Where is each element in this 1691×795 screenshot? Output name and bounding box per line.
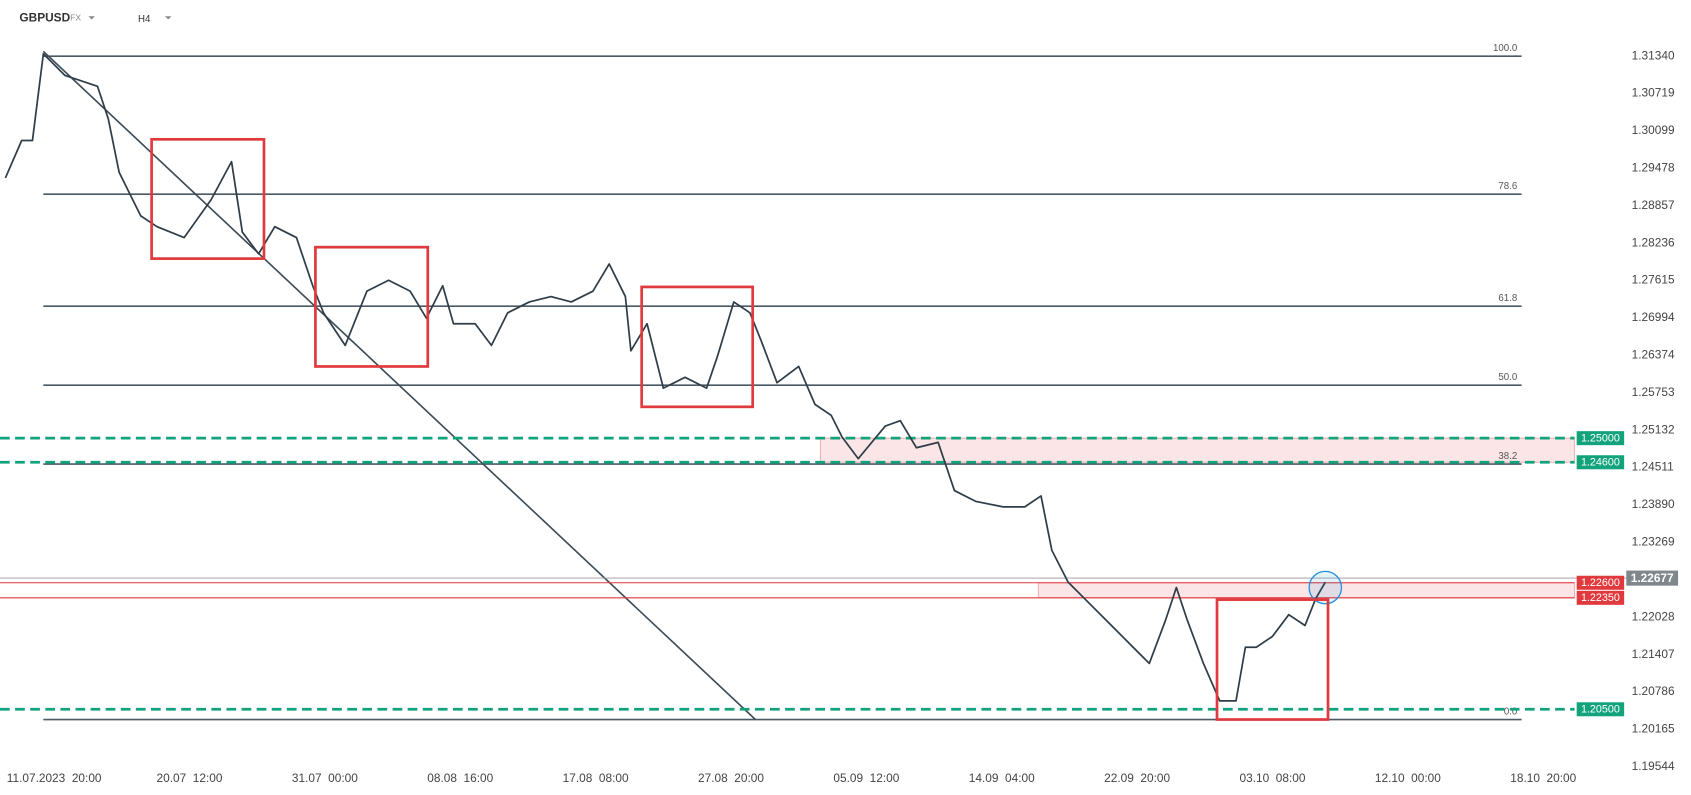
level-tag bbox=[1576, 431, 1625, 446]
dropdown-arrow[interactable] bbox=[88, 16, 95, 20]
y-tick-label: 1.23890 bbox=[1632, 497, 1675, 511]
fib-label: 0.0 bbox=[1504, 707, 1518, 718]
y-tick-label: 1.26994 bbox=[1632, 310, 1675, 324]
last-price-tag bbox=[1626, 570, 1679, 586]
level-label: 1.22600 bbox=[1581, 577, 1620, 589]
market: FX bbox=[70, 13, 81, 23]
y-tick-label: 1.25132 bbox=[1632, 422, 1675, 436]
symbol[interactable]: GBPUSD bbox=[19, 11, 70, 25]
y-tick-label: 1.28236 bbox=[1632, 235, 1675, 249]
y-tick-label: 1.31340 bbox=[1632, 48, 1675, 62]
trendline bbox=[42, 50, 756, 721]
level-tag bbox=[1576, 455, 1625, 470]
x-tick-label: 20.07 12:00 bbox=[157, 771, 223, 785]
x-tick-label: 12.10 00:00 bbox=[1375, 771, 1441, 785]
fib-label: 38.2 bbox=[1498, 451, 1517, 462]
timeframe[interactable]: H4 bbox=[138, 14, 151, 25]
dropdown-arrow[interactable] bbox=[165, 16, 172, 20]
price-marker bbox=[1308, 570, 1343, 605]
zone bbox=[819, 437, 1576, 463]
fib-label: 100.0 bbox=[1493, 43, 1518, 54]
x-tick-label: 27.08 20:00 bbox=[698, 771, 764, 785]
level-label: 1.20500 bbox=[1581, 704, 1620, 716]
y-tick-label: 1.27615 bbox=[1632, 273, 1675, 287]
x-tick-label: 22.09 20:00 bbox=[1104, 771, 1170, 785]
x-tick-label: 08.08 16:00 bbox=[427, 771, 493, 785]
x-tick-label: 18.10 20:00 bbox=[1510, 771, 1576, 785]
y-tick-label: 1.25753 bbox=[1632, 385, 1675, 399]
x-tick-label: 17.08 08:00 bbox=[563, 771, 629, 785]
level-tag bbox=[1576, 702, 1625, 717]
level-tag bbox=[1576, 575, 1625, 590]
y-tick-label: 1.30719 bbox=[1632, 86, 1675, 100]
y-tick-label: 1.30099 bbox=[1632, 123, 1675, 137]
highlight-box bbox=[150, 137, 266, 260]
y-tick-label: 1.21407 bbox=[1632, 647, 1675, 661]
y-tick-label: 1.29478 bbox=[1632, 161, 1675, 175]
y-tick-label: 1.19544 bbox=[1632, 759, 1675, 773]
x-tick-label: 11.07.2023 20:00 bbox=[7, 771, 102, 785]
x-tick-label: 03.10 08:00 bbox=[1240, 771, 1306, 785]
highlight-box bbox=[640, 285, 755, 409]
level-tag bbox=[1576, 590, 1625, 605]
x-tick-label: 31.07 00:00 bbox=[292, 771, 358, 785]
x-tick-label: 05.09 12:00 bbox=[833, 771, 899, 785]
y-tick-label: 1.22028 bbox=[1632, 609, 1675, 623]
price-line bbox=[4, 52, 1327, 702]
y-tick-label: 1.26374 bbox=[1632, 348, 1675, 362]
fib-label: 50.0 bbox=[1498, 372, 1517, 383]
last-price-label: 1.22677 bbox=[1631, 571, 1674, 585]
y-tick-label: 1.20165 bbox=[1632, 722, 1675, 736]
zone bbox=[1037, 582, 1576, 599]
y-tick-label: 1.20786 bbox=[1632, 684, 1675, 698]
highlight-box bbox=[1215, 598, 1330, 721]
fib-label: 61.8 bbox=[1498, 293, 1517, 304]
level-label: 1.22350 bbox=[1581, 592, 1620, 604]
fib-label: 78.6 bbox=[1498, 181, 1517, 192]
highlight-box bbox=[314, 245, 430, 368]
y-tick-label: 1.23269 bbox=[1632, 535, 1675, 549]
y-tick-label: 1.28857 bbox=[1632, 198, 1675, 212]
x-tick-label: 14.09 04:00 bbox=[969, 771, 1035, 785]
level-label: 1.25000 bbox=[1581, 433, 1620, 445]
level-label: 1.24600 bbox=[1581, 457, 1620, 469]
y-tick-label: 1.24511 bbox=[1632, 460, 1674, 474]
